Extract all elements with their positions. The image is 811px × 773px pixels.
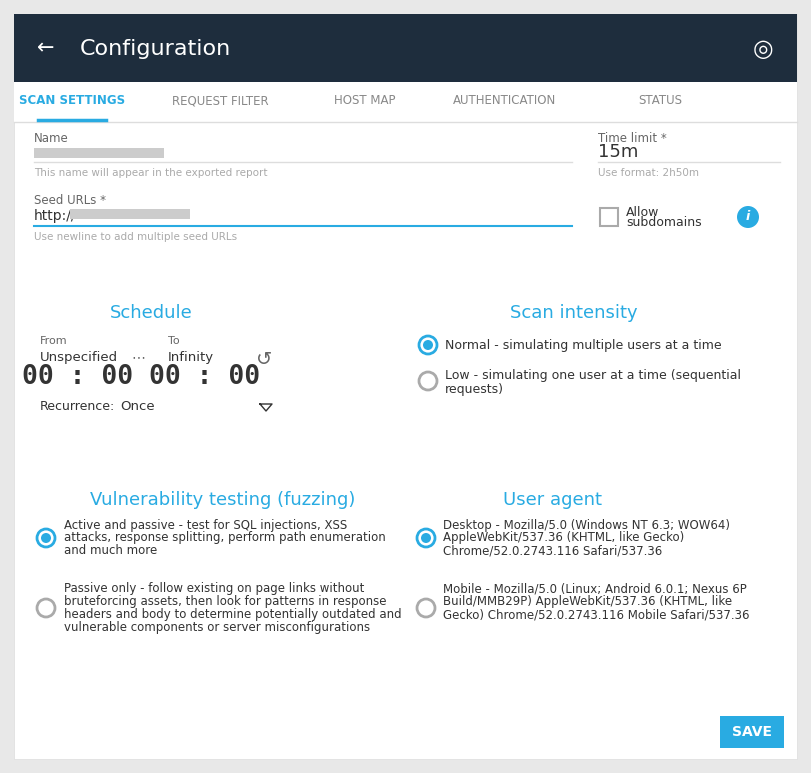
- Text: attacks, response splitting, perform path enumeration: attacks, response splitting, perform pat…: [64, 532, 386, 544]
- Circle shape: [37, 529, 55, 547]
- Text: Desktop - Mozilla/5.0 (Windows NT 6.3; WOW64): Desktop - Mozilla/5.0 (Windows NT 6.3; W…: [443, 519, 730, 532]
- FancyBboxPatch shape: [14, 14, 797, 82]
- Text: This name will appear in the exported report: This name will appear in the exported re…: [34, 168, 268, 178]
- Text: vulnerable components or server misconfigurations: vulnerable components or server misconfi…: [64, 621, 370, 634]
- Text: headers and body to determine potentially outdated and: headers and body to determine potentiall…: [64, 608, 401, 621]
- Text: Allow: Allow: [626, 206, 659, 219]
- Text: 00 : 00: 00 : 00: [23, 364, 134, 390]
- Text: Low - simulating one user at a time (sequential: Low - simulating one user at a time (seq…: [445, 369, 741, 382]
- Text: SAVE: SAVE: [732, 725, 772, 739]
- Text: AUTHENTICATION: AUTHENTICATION: [453, 94, 556, 107]
- Text: Gecko) Chrome/52.0.2743.116 Mobile Safari/537.36: Gecko) Chrome/52.0.2743.116 Mobile Safar…: [443, 608, 749, 621]
- Text: i: i: [746, 210, 750, 223]
- Text: Time limit *: Time limit *: [598, 131, 667, 145]
- Text: User agent: User agent: [503, 491, 602, 509]
- Text: Once: Once: [120, 400, 155, 414]
- Text: STATUS: STATUS: [638, 94, 682, 107]
- Text: bruteforcing assets, then look for patterns in response: bruteforcing assets, then look for patte…: [64, 595, 387, 608]
- Text: Build/MMB29P) AppleWebKit/537.36 (KHTML, like: Build/MMB29P) AppleWebKit/537.36 (KHTML,…: [443, 595, 732, 608]
- FancyBboxPatch shape: [14, 82, 797, 122]
- Circle shape: [37, 599, 55, 617]
- Text: Use format: 2h50m: Use format: 2h50m: [598, 168, 699, 178]
- Text: Chrome/52.0.2743.116 Safari/537.36: Chrome/52.0.2743.116 Safari/537.36: [443, 544, 663, 557]
- Text: Infinity: Infinity: [168, 350, 214, 363]
- Text: SCAN SETTINGS: SCAN SETTINGS: [19, 94, 125, 107]
- Text: ↺: ↺: [255, 349, 272, 369]
- Text: Configuration: Configuration: [80, 39, 231, 59]
- Text: Unspecified: Unspecified: [40, 350, 118, 363]
- Text: Normal - simulating multiple users at a time: Normal - simulating multiple users at a …: [445, 339, 722, 352]
- FancyBboxPatch shape: [600, 208, 618, 226]
- Text: Name: Name: [34, 131, 69, 145]
- Circle shape: [417, 529, 435, 547]
- FancyBboxPatch shape: [14, 14, 797, 759]
- FancyBboxPatch shape: [70, 209, 190, 219]
- Text: ⋯: ⋯: [131, 350, 145, 364]
- Circle shape: [419, 372, 437, 390]
- Text: http://: http://: [34, 209, 76, 223]
- Circle shape: [737, 206, 759, 228]
- Text: From: From: [40, 336, 67, 346]
- Text: REQUEST FILTER: REQUEST FILTER: [172, 94, 268, 107]
- Text: and much more: and much more: [64, 544, 157, 557]
- Circle shape: [421, 533, 431, 543]
- Text: requests): requests): [445, 383, 504, 396]
- Text: AppleWebKit/537.36 (KHTML, like Gecko): AppleWebKit/537.36 (KHTML, like Gecko): [443, 532, 684, 544]
- Text: To: To: [168, 336, 179, 346]
- FancyBboxPatch shape: [720, 716, 784, 748]
- Text: Schedule: Schedule: [110, 304, 193, 322]
- Circle shape: [41, 533, 51, 543]
- Circle shape: [417, 599, 435, 617]
- Text: Recurrence:: Recurrence:: [40, 400, 115, 414]
- Text: Mobile - Mozilla/5.0 (Linux; Android 6.0.1; Nexus 6P: Mobile - Mozilla/5.0 (Linux; Android 6.0…: [443, 582, 747, 595]
- Text: Scan intensity: Scan intensity: [510, 304, 637, 322]
- FancyBboxPatch shape: [34, 148, 164, 158]
- Text: 00 : 00: 00 : 00: [149, 364, 260, 390]
- Text: Passive only - follow existing on page links without: Passive only - follow existing on page l…: [64, 582, 364, 595]
- Text: Seed URLs *: Seed URLs *: [34, 193, 106, 206]
- Circle shape: [419, 336, 437, 354]
- Text: subdomains: subdomains: [626, 216, 702, 229]
- Text: Use newline to add multiple seed URLs: Use newline to add multiple seed URLs: [34, 232, 237, 242]
- Text: 15m: 15m: [598, 143, 638, 161]
- Text: Active and passive - test for SQL injections, XSS: Active and passive - test for SQL inject…: [64, 519, 347, 532]
- Text: Vulnerability testing (fuzzing): Vulnerability testing (fuzzing): [90, 491, 355, 509]
- Text: HOST MAP: HOST MAP: [334, 94, 396, 107]
- Text: ◎: ◎: [753, 37, 774, 61]
- Circle shape: [423, 340, 433, 350]
- Text: ←: ←: [37, 38, 55, 58]
